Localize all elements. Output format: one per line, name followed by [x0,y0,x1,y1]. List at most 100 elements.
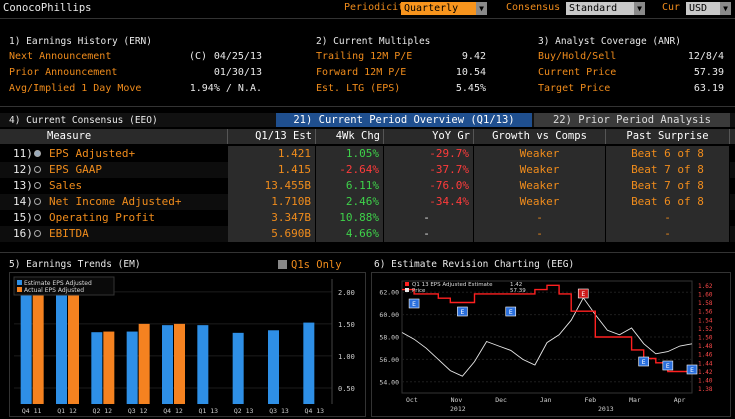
measure-cell[interactable]: EPS Adjusted+ [49,147,136,160]
col-4wk-chg[interactable]: 4Wk Chg [316,129,384,144]
current-price-label: Current Price [538,67,617,78]
consensus-label: Consensus [506,2,561,13]
currency-value: USD [689,3,708,14]
right-tick-label: 1.62 [698,283,713,290]
current-price-value: 57.39 [693,67,724,78]
row-select-radio-icon[interactable] [34,166,41,173]
estimate-cell: 1.415 [228,162,316,178]
row-select-radio-icon[interactable] [34,198,41,205]
right-tick-label: 1.42 [698,369,713,376]
col-yoy-gr[interactable]: YoY Gr [384,129,474,144]
year-label: 2012 [450,405,466,413]
row-number: 12) [13,163,33,176]
table-row[interactable]: 16) EBITDA 5.690B 4.66% - - - [0,226,735,242]
periodicity-select[interactable]: Quarterly [401,2,476,15]
legend-value-price: 57.39 [510,288,526,294]
month-label: Oct [406,396,418,404]
x-tick-label: Q3 13 [269,407,289,415]
estimate-bar [20,293,32,404]
year-label: 2013 [598,405,614,413]
top-bar: ConocoPhillips Periodicity Quarterly ▼ C… [0,0,735,19]
row-select-radio-icon[interactable] [34,230,41,237]
analyst-coverage-title[interactable]: 3) Analyst Coverage (ANR) [538,36,681,47]
table-row[interactable]: 15) Operating Profit 3.347B 10.88% - - - [0,210,735,226]
x-tick-label: Q4 11 [22,407,42,415]
yoy-cell: -29.7% [384,146,474,162]
right-tick-label: 1.50 [698,335,713,342]
estimate-revision-svg: 62.00 60.00 58.00 56.00 54.00 1.621.60 1.58 1.5… [379,280,713,413]
trailing-pe-label: Trailing 12M P/E [316,51,413,62]
yoy-cell: -37.7% [384,162,474,178]
y-tick-label: 1.50 [338,321,355,329]
col-measure[interactable]: Measure [44,129,228,144]
table-row[interactable]: 11) EPS Adjusted+ 1.421 1.05% -29.7% Weaker Be… [0,146,735,162]
row-select-radio-icon[interactable] [34,150,41,157]
divider [0,252,735,253]
yoy-cell: - [384,226,474,242]
right-tick-label: 1.56 [698,309,713,316]
table-row[interactable]: 14) Net Income Adjusted+ 1.710B 2.46% -34.4%… [0,194,735,210]
month-label: Feb [584,396,596,404]
right-tick-label: 1.60 [698,291,713,298]
q1s-only-checkbox[interactable] [278,260,287,269]
estimate-marker-icon [638,356,649,367]
legend-swatch-price [405,288,409,292]
row-select-radio-icon[interactable] [34,214,41,221]
current-consensus-title[interactable]: 4) Current Consensus (EEO) [9,115,158,126]
measure-cell[interactable]: Sales [49,179,83,192]
x-tick-label: Q4 12 [163,407,183,415]
estimate-marker-icon [408,298,420,309]
measure-cell[interactable]: EPS GAAP [49,163,102,176]
target-price-value: 63.19 [693,83,724,94]
surprise-cell: - [606,210,730,226]
next-announcement-label: Next Announcement [9,51,112,62]
divider [0,106,735,107]
tab-prior-period-analysis[interactable]: 22) Prior Period Analysis (Q4/12) [534,113,730,140]
month-label: Apr [674,396,686,404]
chg-cell: -2.64% [316,162,384,178]
consensus-select[interactable]: Standard [566,2,634,15]
left-tick-label: 62.00 [379,289,399,297]
surprise-cell: Beat 6 of 8 [606,194,730,210]
table-row[interactable]: 12) EPS GAAP 1.415 -2.64% -37.7% Weaker Beat 7… [0,162,735,178]
periodicity-dropdown-icon[interactable]: ▼ [476,2,487,15]
surprise-cell: Beat 6 of 8 [606,146,730,162]
estimate-revision-title[interactable]: 6) Estimate Revision Charting (EEG) [374,259,575,270]
col-growth-vs-comps[interactable]: Growth vs Comps [474,129,606,144]
measure-cell[interactable]: Net Income Adjusted+ [49,195,182,208]
company-name: ConocoPhillips [3,2,92,14]
col-estimate[interactable]: Q1/13 Est [228,129,316,144]
forward-pe-value: 10.54 [455,67,486,78]
right-tick-label: 1.52 [698,326,713,333]
col-past-surprise[interactable]: Past Surprise [606,129,730,144]
measure-cell[interactable]: EBITDA [49,227,89,240]
x-tick-label: Q1 13 [199,407,219,415]
estimate-cell: 3.347B [228,210,316,226]
actual-bar [68,286,79,404]
right-tick-label: 1.46 [698,352,713,359]
consensus-dropdown-icon[interactable]: ▼ [634,2,645,15]
legend-swatch-actual [17,287,22,292]
estimate-bar [268,330,279,404]
y-tick-label: 0.50 [338,385,355,393]
left-tick-label: 54.00 [379,378,399,386]
earnings-history-title[interactable]: 1) Earnings History (ERN) [9,36,152,47]
table-row[interactable]: 13) Sales 13.455B 6.11% -76.0% Weaker Beat 7 o… [0,178,735,194]
estimate-cell: 1.421 [228,146,316,162]
growth-cell: Weaker [474,162,606,178]
row-number: 15) [13,211,33,224]
earnings-trends-title[interactable]: 5) Earnings Trends (EM) [9,259,141,270]
right-tick-label: 1.44 [698,360,713,367]
currency-dropdown-icon[interactable]: ▼ [720,2,731,15]
legend-label-price: Price [412,288,426,294]
legend-value-estimate: 1.42 [510,282,522,288]
row-select-radio-icon[interactable] [34,182,41,189]
buy-hold-sell-label: Buy/Hold/Sell [538,51,617,62]
growth-cell: Weaker [474,194,606,210]
currency-select[interactable]: USD [686,2,720,15]
tab-current-period-overview[interactable]: 21) Current Period Overview (Q1/13) [276,113,532,127]
consensus-table-header: Measure Q1/13 Est 4Wk Chg YoY Gr Growth … [0,129,735,144]
right-tick-label: 1.58 [698,300,713,307]
growth-cell: - [474,210,606,226]
measure-cell[interactable]: Operating Profit [49,211,155,224]
